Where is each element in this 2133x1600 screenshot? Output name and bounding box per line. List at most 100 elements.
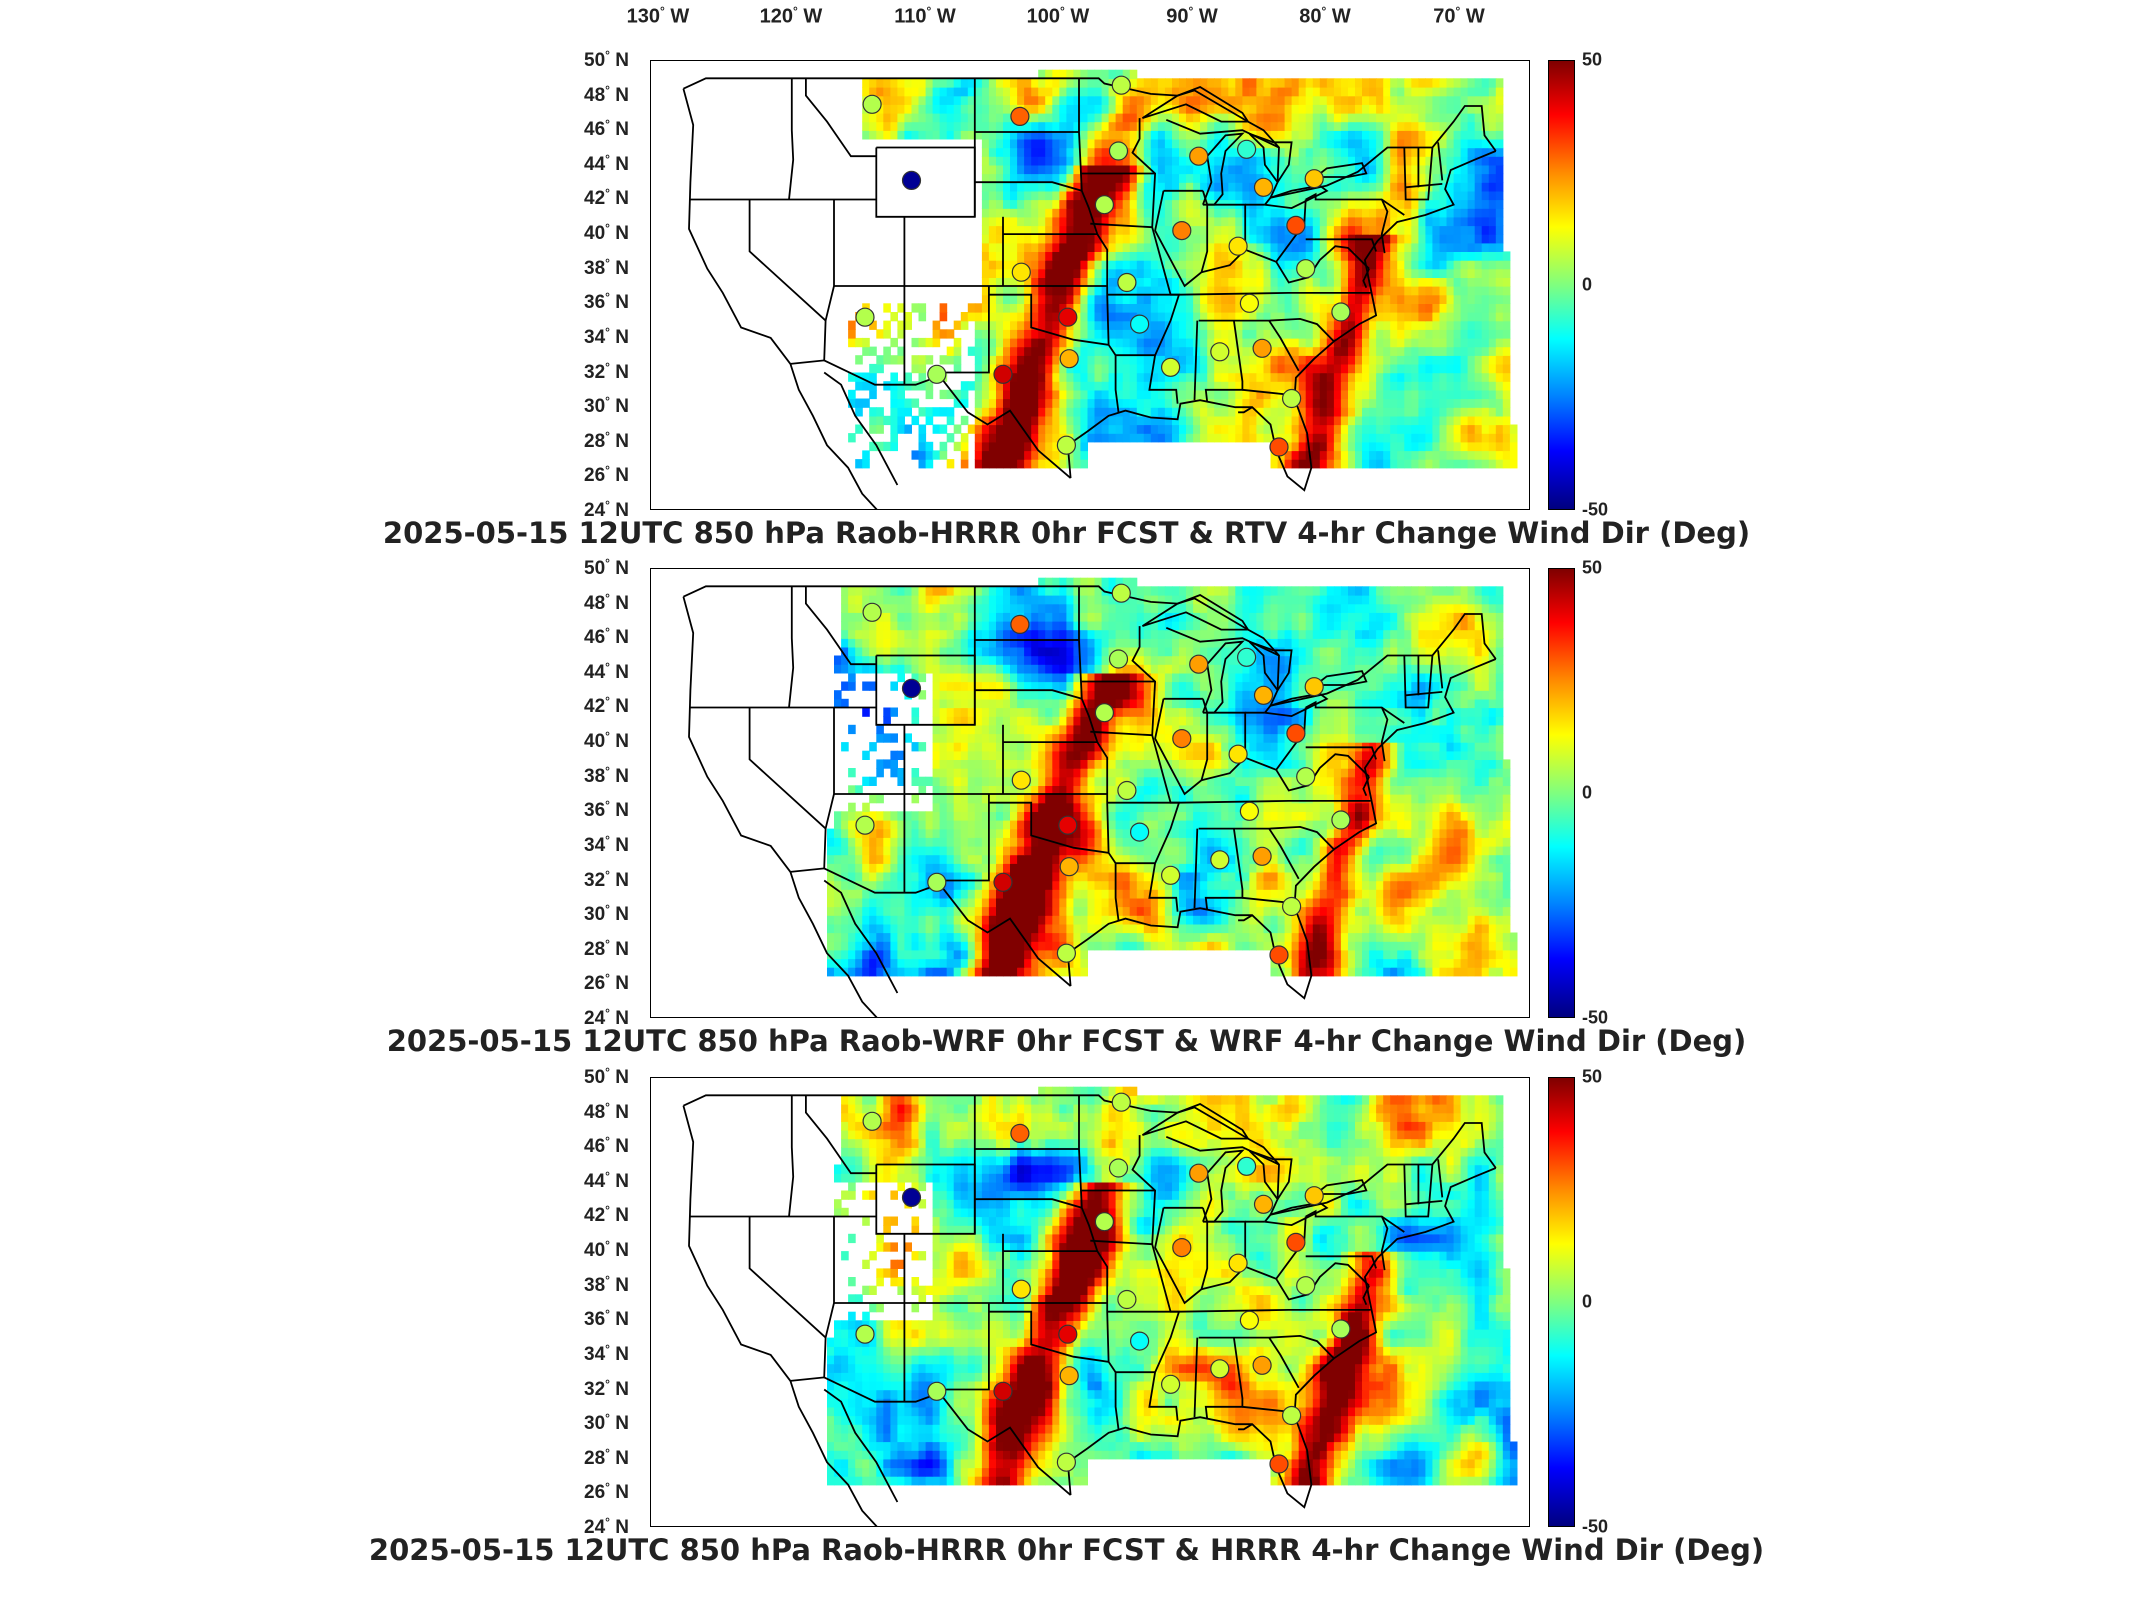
raob-station-marker xyxy=(1059,857,1079,877)
lat-label-48n: 48° N xyxy=(584,590,629,614)
map-panel-3: 50° N 48° N 46° N 44° N 42° N 40° N 38° N 36° N… xyxy=(0,1065,2133,1587)
raob-station-marker xyxy=(1189,1163,1209,1183)
raob-station-marker xyxy=(993,364,1013,384)
lat-label-50n: 50° N xyxy=(584,1064,629,1089)
raob-station-marker xyxy=(993,872,1013,892)
raob-station-marker xyxy=(1228,1253,1248,1273)
raob-station-marker xyxy=(1239,801,1260,821)
raob-station-marker xyxy=(1010,614,1030,635)
lat-label-40n: 40° N xyxy=(584,1237,629,1262)
lat-label-38n: 38° N xyxy=(584,763,629,787)
colorbar-max-label: 50 xyxy=(1582,557,1603,578)
raob-station-marker xyxy=(1286,215,1306,235)
raob-station-marker xyxy=(1010,1123,1030,1144)
lat-label-40n: 40° N xyxy=(584,220,629,245)
lat-label-28n: 28° N xyxy=(584,428,629,452)
raob-station-marker xyxy=(1111,1092,1131,1112)
lat-label-34n: 34° N xyxy=(584,324,629,349)
raob-station-marker xyxy=(1111,583,1131,603)
lon-label-110w: 110° W xyxy=(894,4,956,28)
map-panel-2: 50° N 48° N 46° N 44° N 42° N 40° N 38° N 36° N… xyxy=(0,556,2133,1078)
raob-station-marker xyxy=(927,364,947,384)
lat-label-32n: 32° N xyxy=(584,359,629,383)
raob-station-marker xyxy=(1010,106,1030,127)
lat-label-50n: 50° N xyxy=(584,555,629,580)
colorbar-mid-label: 0 xyxy=(1582,782,1593,803)
map-frame xyxy=(650,568,1530,1018)
lat-label-46n: 46° N xyxy=(584,625,629,649)
raob-station-marker xyxy=(927,872,947,892)
map-panel-1: 50° N 48° N 46° N 44° N 42° N 40° N 38° N 36° N… xyxy=(0,48,2133,570)
lat-label-38n: 38° N xyxy=(584,1272,629,1296)
raob-station-marker xyxy=(1130,314,1150,334)
raob-station-marker xyxy=(1108,141,1129,161)
wind-change-field xyxy=(827,1086,1518,1486)
raob-station-marker xyxy=(1011,1279,1031,1299)
raob-station-marker xyxy=(1094,195,1114,215)
lat-label-28n: 28° N xyxy=(584,1445,629,1469)
raob-station-marker xyxy=(1269,945,1289,965)
colorbar xyxy=(1548,60,1575,510)
raob-station-marker xyxy=(901,170,922,191)
colorbar xyxy=(1548,568,1575,1018)
raob-station-marker xyxy=(1011,770,1031,790)
raob-station-marker xyxy=(1296,767,1316,787)
lat-label-36n: 36° N xyxy=(584,290,629,314)
raob-station-marker xyxy=(1239,293,1260,313)
colorbar-max-label: 50 xyxy=(1582,49,1603,70)
lat-label-44n: 44° N xyxy=(584,659,629,684)
lat-label-30n: 30° N xyxy=(584,901,629,926)
raob-station-marker xyxy=(1094,1212,1114,1232)
raob-station-marker xyxy=(1108,1158,1129,1178)
lat-label-24n: 24° N xyxy=(584,1514,629,1539)
lat-label-38n: 38° N xyxy=(584,255,629,279)
raob-station-marker xyxy=(1286,723,1306,743)
raob-station-marker xyxy=(1210,850,1230,870)
raob-station-marker xyxy=(1059,1366,1079,1386)
raob-station-marker xyxy=(1296,1276,1316,1296)
panel-title: 2025-05-15 12UTC 850 hPa Raob-HRRR 0hr F… xyxy=(368,1533,1765,1567)
raob-station-marker xyxy=(1172,221,1192,241)
lat-label-40n: 40° N xyxy=(584,728,629,753)
raob-station-marker xyxy=(1059,349,1079,369)
wind-change-field xyxy=(827,577,1518,977)
state-boundaries xyxy=(682,585,1497,1017)
raob-station-marker xyxy=(1111,75,1131,95)
raob-station-marker xyxy=(1117,272,1137,293)
raob-station-marker xyxy=(855,307,875,327)
raob-station-marker xyxy=(1058,307,1078,327)
raob-station-marker xyxy=(1296,259,1316,279)
raob-station-marker xyxy=(1281,896,1302,917)
state-boundaries xyxy=(682,1094,1497,1526)
raob-station-marker xyxy=(855,1324,875,1344)
lat-label-46n: 46° N xyxy=(584,117,629,141)
lat-label-42n: 42° N xyxy=(584,1203,629,1227)
raob-station-marker xyxy=(1130,1331,1150,1351)
raob-station-marker xyxy=(1304,1186,1324,1206)
raob-station-marker xyxy=(1160,865,1181,885)
raob-station-marker xyxy=(1117,1289,1137,1310)
wind-direction-change-map xyxy=(682,577,1518,1017)
lat-label-32n: 32° N xyxy=(584,1376,629,1400)
raob-station-marker xyxy=(901,1187,922,1208)
raob-station-marker xyxy=(862,1111,882,1131)
raob-station-marker xyxy=(901,678,922,699)
wind-direction-change-map xyxy=(682,1086,1518,1526)
lon-label-70w: 70° W xyxy=(1433,4,1485,28)
colorbar-mid-label: 0 xyxy=(1582,1291,1593,1312)
raob-station-marker xyxy=(1236,647,1257,667)
raob-station-marker xyxy=(1331,1319,1351,1339)
lat-label-26n: 26° N xyxy=(584,463,629,487)
raob-station-marker xyxy=(1269,1454,1289,1474)
raob-station-marker xyxy=(927,1381,947,1401)
raob-station-marker xyxy=(1130,822,1150,842)
lat-label-30n: 30° N xyxy=(584,1410,629,1435)
raob-station-marker xyxy=(1269,437,1289,457)
raob-station-marker xyxy=(1304,677,1324,697)
lon-label-120w: 120° W xyxy=(759,4,823,28)
colorbar xyxy=(1548,1077,1575,1527)
colorbar-min-label: -50 xyxy=(1582,499,1609,520)
lat-label-48n: 48° N xyxy=(584,82,629,106)
raob-station-marker xyxy=(1058,1324,1078,1344)
raob-station-marker xyxy=(855,815,875,835)
